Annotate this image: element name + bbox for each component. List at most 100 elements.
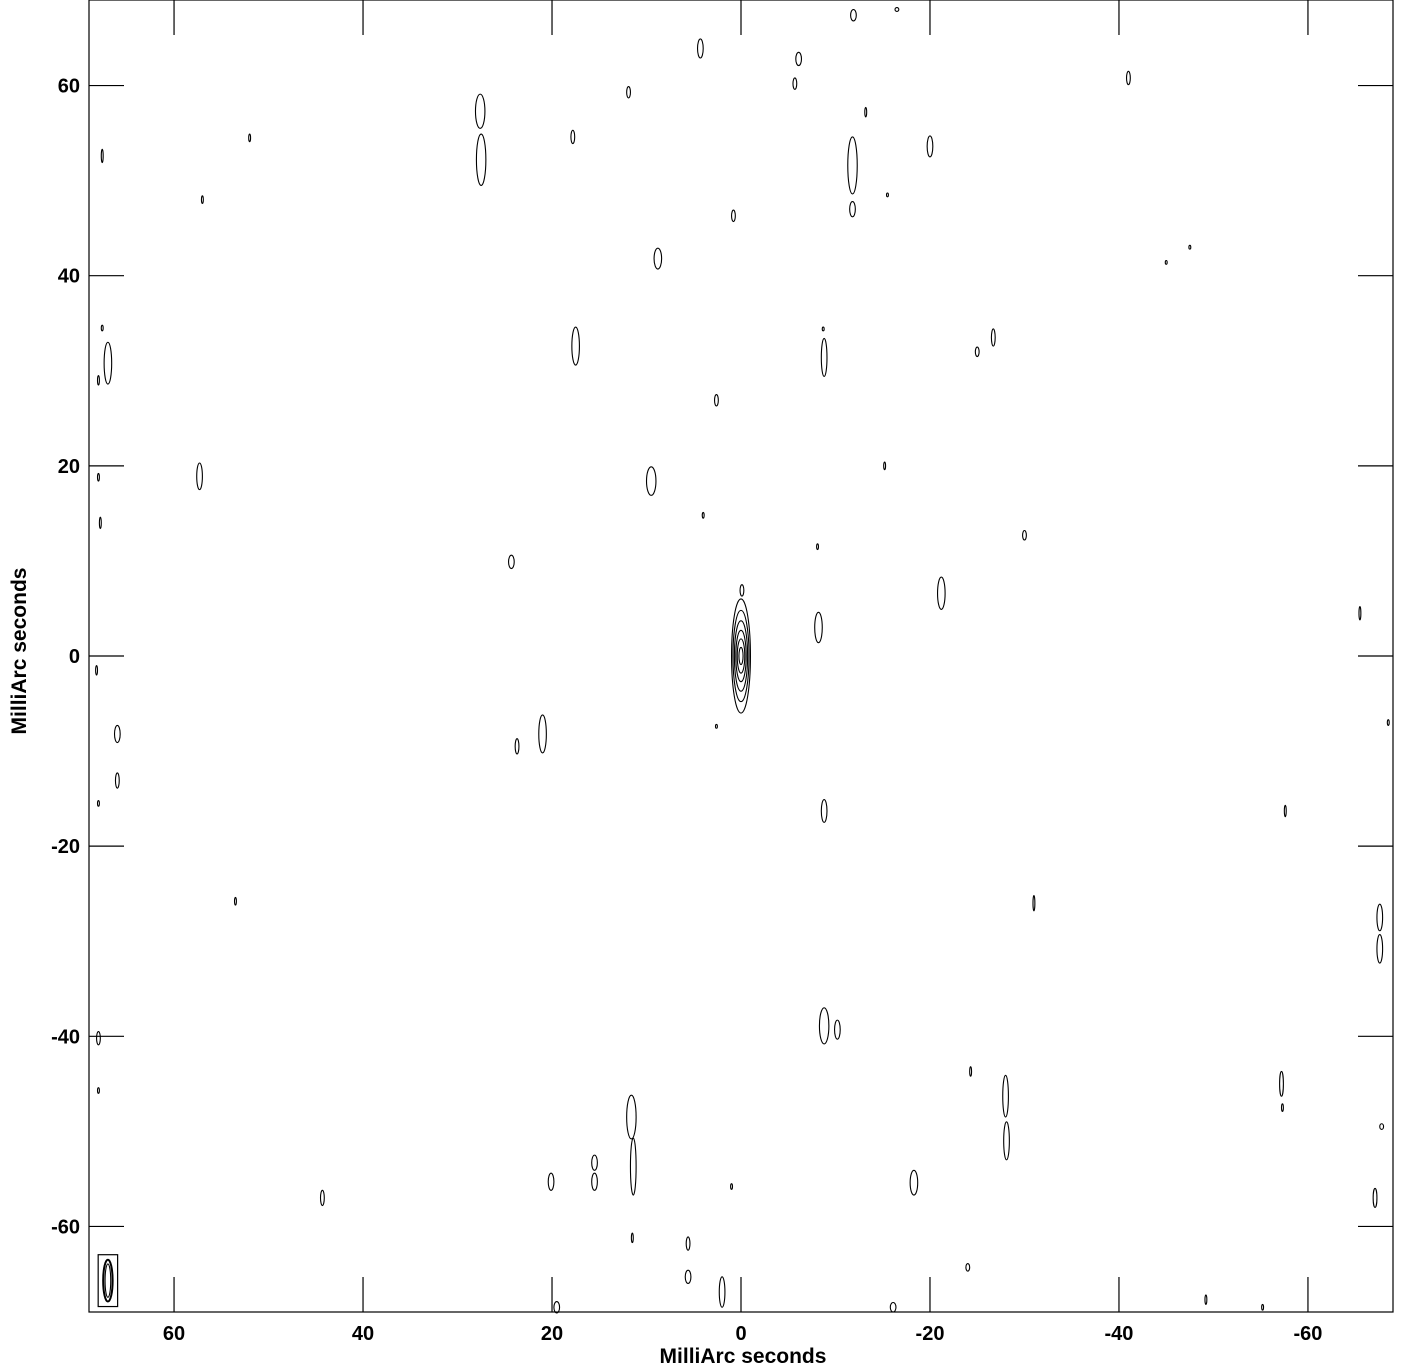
contour-blob [820,337,828,378]
contour-blob [507,554,515,570]
contour-blob [1002,1074,1009,1118]
contour-blob [936,576,946,610]
contour-blob [591,1172,598,1191]
contour-blob [233,896,237,906]
contour-blob [730,1183,734,1190]
contour-blob [96,1030,101,1046]
contour-blob [96,472,100,482]
contour-blob [833,1019,841,1040]
contour-blob [100,148,104,164]
central-source-contour [732,609,750,703]
contour-blob [96,374,100,386]
contour-blob [820,799,828,823]
contour-blob [850,8,857,22]
contour-blob [96,1087,100,1094]
contour-blob [1280,1103,1284,1112]
contour-blob [200,195,204,205]
contour-blob [969,1066,973,1077]
contour-blob [883,461,887,471]
y-tick-label: 60 [58,76,80,98]
contour-blob [547,1172,555,1191]
central-source-contour [736,638,746,674]
contour-blob [113,724,121,744]
contour-blob [474,93,486,129]
contour-blob [626,1094,637,1140]
contour-blob [1283,804,1287,818]
contour-blob [685,1236,691,1251]
plot-frame [88,0,1394,1313]
contour-blob [990,328,996,347]
contour-blob [630,1232,634,1244]
contour-blob [718,1276,726,1308]
contour-blob [714,723,718,729]
labels-layer: 60 40 20 0 -20 -40 -60 60 40 20 0 -20 -40 -60 [51,76,1322,1345]
contour-blob [626,85,631,99]
x-tick-label: 40 [352,1323,374,1345]
contour-blob [1125,70,1131,86]
y-tick-label: -60 [51,1216,80,1238]
y-tick-label: 20 [58,456,80,478]
contours-layer [95,7,1390,1314]
contour-blob [196,462,203,491]
contour-blob [909,1169,919,1196]
contour-blob [1358,606,1362,621]
central-source-contour [735,629,747,683]
contour-blob [1188,244,1192,250]
x-tick-label: -20 [916,1323,945,1345]
x-tick-label: -60 [1294,1323,1323,1345]
contour-blob [739,584,745,597]
x-tick-label: -40 [1105,1323,1134,1345]
beam-ellipse [102,1258,114,1303]
contour-blob [847,136,858,195]
contour-blob [1372,1187,1378,1208]
contour-blob [713,394,719,407]
contour-blob [1376,903,1384,932]
contour-blob [319,1189,325,1207]
contour-blob [684,1269,692,1285]
contour-blob [889,1301,897,1313]
contour-blob [885,192,889,198]
contour-blob [1204,1294,1208,1305]
central-source-contour [738,646,744,666]
contour-blob [974,346,980,358]
x-tick-label: 0 [735,1323,746,1345]
x-tick-label: 60 [163,1323,185,1345]
contour-blob [570,129,576,145]
contour-blob [645,466,657,496]
contour-blob [795,51,803,67]
contour-blob [591,1154,598,1171]
contour-blob [696,38,704,59]
contour-blob [114,772,120,789]
y-tick-label: -20 [51,836,80,858]
contour-blob [100,324,104,332]
beam-box [97,1254,119,1308]
contour-blob [731,209,736,223]
contour-blob [103,341,113,385]
contour-blob [538,714,547,754]
contour-blob [792,77,798,90]
contour-blob [514,738,520,755]
y-tick-label: 0 [69,646,80,668]
contour-blob [816,543,820,551]
contour-blob [1376,934,1384,964]
y-axis-title: MilliArc seconds [8,568,31,735]
contour-blob [965,1262,971,1272]
contour-blob [553,1300,561,1314]
contour-blob [98,516,102,530]
ticks-layer [89,0,1393,1312]
contour-blob [248,133,252,143]
contour-blob [1386,719,1390,726]
contour-blob [818,1007,830,1045]
contour-blob [1164,259,1168,265]
beam-ellipse-inner [104,1263,112,1298]
contour-blob [1022,529,1027,541]
contour-blob [1032,895,1036,912]
contour-blob [1003,1121,1010,1161]
contour-blob [475,133,487,186]
contour-blob [864,106,868,118]
contour-blob [849,201,856,218]
contour-blob [629,1137,637,1196]
contour-blob [1379,1123,1385,1131]
y-tick-label: -40 [51,1026,80,1048]
